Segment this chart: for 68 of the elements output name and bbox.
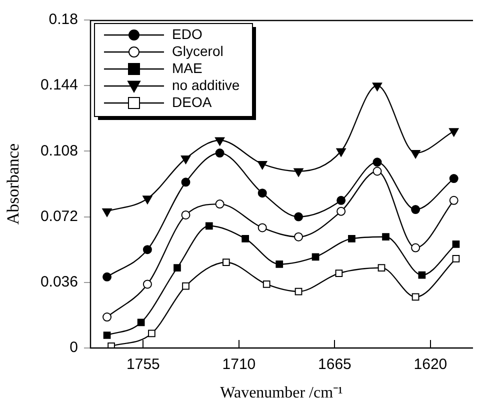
point — [137, 318, 145, 326]
point — [174, 264, 181, 272]
point — [214, 137, 225, 146]
y-tick-label: 0.18 — [48, 11, 78, 28]
point — [182, 282, 190, 290]
point — [222, 258, 230, 266]
point — [258, 223, 267, 232]
point — [276, 260, 284, 268]
point — [372, 82, 382, 92]
point — [215, 200, 224, 209]
x-tick-label: 1665 — [318, 356, 352, 374]
legend-label: EDO — [172, 26, 202, 42]
point — [372, 158, 382, 167]
point — [294, 168, 304, 177]
x-tick-label: 1710 — [222, 356, 256, 374]
point — [378, 264, 386, 272]
point — [312, 253, 320, 261]
x-tick-label: 1755 — [126, 356, 160, 374]
point — [258, 188, 267, 198]
point — [348, 234, 356, 242]
y-tick-label: 0.108 — [40, 142, 78, 160]
point — [142, 245, 152, 254]
legend-label: DEOA — [172, 94, 212, 110]
point — [335, 270, 343, 277]
y-tick-label: 0.072 — [40, 208, 78, 225]
point — [102, 272, 112, 282]
point — [294, 212, 304, 222]
point — [449, 196, 458, 205]
point — [181, 178, 190, 187]
point — [294, 232, 304, 242]
point — [411, 243, 420, 252]
point — [452, 240, 460, 248]
y-tick-label: 0 — [70, 339, 78, 356]
legend-label: MAE — [172, 60, 202, 76]
point — [180, 155, 191, 164]
point — [410, 150, 420, 159]
point — [449, 174, 458, 184]
y-tick-label: 0.036 — [40, 274, 78, 291]
point — [336, 196, 346, 205]
y-axis-title: Absorbance — [4, 143, 23, 225]
legend-label: no additive — [172, 76, 240, 93]
point — [336, 206, 346, 216]
point — [336, 148, 346, 157]
point — [294, 288, 302, 296]
point — [142, 280, 152, 289]
point — [258, 160, 268, 170]
x-axis-title: Wavenumber /cm⁻¹ — [220, 384, 344, 402]
point — [412, 293, 420, 301]
x-tick-label: 1620 — [414, 356, 448, 374]
point — [452, 255, 460, 262]
point — [411, 205, 420, 214]
point — [372, 166, 382, 176]
point — [205, 222, 213, 230]
point — [102, 208, 112, 217]
y-tick-label: 0.144 — [40, 76, 78, 94]
point — [242, 234, 250, 242]
point — [108, 342, 115, 348]
point — [102, 312, 112, 322]
point — [449, 128, 459, 137]
point — [382, 233, 390, 241]
point — [181, 210, 190, 220]
legend-label: Glycerol — [172, 42, 224, 59]
point — [215, 148, 224, 158]
point — [262, 280, 270, 288]
point — [142, 196, 152, 204]
point — [103, 332, 111, 339]
point — [418, 271, 426, 279]
point — [148, 330, 156, 338]
